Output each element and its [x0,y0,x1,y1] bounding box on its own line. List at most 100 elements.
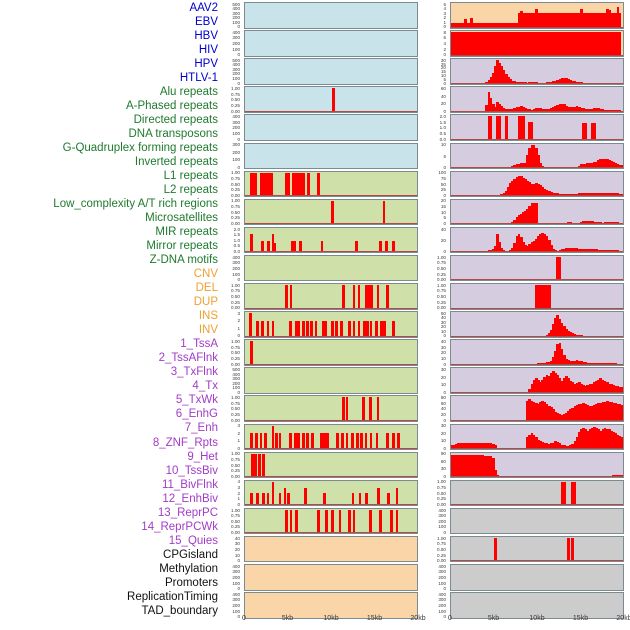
profile-bin [470,455,474,478]
profile-bin [595,381,598,393]
track-bar [382,200,386,225]
right-track-panel[interactable] [450,2,624,29]
profile-bin [545,285,549,309]
left-track-panel[interactable] [244,592,418,619]
right-track-panel[interactable] [450,395,624,422]
track-bar [361,397,365,421]
left-track-panel[interactable] [244,170,418,198]
left-track-panel[interactable] [244,30,418,57]
profile-bin [567,247,570,253]
track-baseline [245,223,417,225]
profile-bin [541,108,545,112]
track-bar [314,320,318,337]
profile-bin [476,22,480,28]
left-track-panel[interactable] [244,507,418,535]
track-bar [267,172,271,197]
right-ytick: 20 [440,430,446,436]
right-track-panel[interactable] [450,507,624,535]
left-track-panel[interactable] [244,198,418,226]
row-label-5-txwk: 5_TxWk [175,394,218,407]
left-track-panel[interactable] [244,535,418,563]
profile-bin [618,164,622,169]
left-ytick: 0.50 [231,406,240,412]
left-track-panel[interactable] [244,58,418,85]
right-track-panel[interactable] [450,170,624,198]
right-ytick: 400 [438,563,446,569]
left-track-panel[interactable] [244,564,418,591]
profile-bin [610,430,613,450]
profile-bin [521,13,525,28]
profile-bin [616,250,620,253]
track-bar [336,433,339,450]
profile-bin [519,116,523,140]
right-track-panel[interactable] [450,451,624,479]
profile-bin [487,32,491,56]
profile-bin [487,116,491,140]
right-track-panel[interactable] [450,86,624,113]
right-track-panel[interactable] [450,283,624,310]
left-track-panel[interactable] [244,479,418,507]
left-track-panel[interactable] [244,2,418,29]
left-track-panel[interactable] [244,311,418,338]
profile-bin [552,192,555,197]
right-ytick: 0 [443,80,446,86]
right-track-panel[interactable] [450,535,624,563]
profile-bin [618,387,622,393]
profile-bin [595,362,598,365]
left-track-panel[interactable] [244,423,418,451]
right-track-panel[interactable] [450,311,624,338]
track-bar [350,433,354,450]
profile-bin [506,108,510,112]
left-track-panel[interactable] [244,86,418,113]
profile-bin [481,455,484,478]
track-bar [348,320,351,337]
profile-bin [526,246,529,253]
track-bar [390,509,394,534]
profile-bin [502,70,506,84]
profile-bin [573,333,577,337]
profile-bin [592,13,596,28]
left-track-panel[interactable] [244,367,418,394]
right-track-panel[interactable] [450,254,624,282]
profile-bin [532,108,536,112]
right-track-panel[interactable] [450,30,624,57]
right-track-panel[interactable] [450,198,624,226]
track-bar [340,320,344,337]
right-track-panel[interactable] [450,564,624,591]
row-label-14-reprpcwk: 14_ReprPCWk [141,520,218,533]
profile-bin [461,32,465,56]
right-track-panel[interactable] [450,226,624,254]
profile-bin [552,248,555,253]
profile-bin [603,13,607,28]
right-track-panel[interactable] [450,367,624,394]
left-track-panel[interactable] [244,254,418,282]
left-track-panel[interactable] [244,283,418,310]
right-track-panel[interactable] [450,479,624,507]
left-ytick: 0 [237,136,240,142]
right-track-panel[interactable] [450,592,624,619]
profile-bin [571,80,575,84]
left-track-panel[interactable] [244,226,418,254]
left-track-panel[interactable] [244,395,418,422]
profile-bin [528,13,532,28]
profile-bin [584,108,588,112]
right-track-panel[interactable] [450,58,624,85]
right-track-panel[interactable] [450,142,624,170]
right-track-panel[interactable] [450,114,624,141]
right-ytick: 30 [440,423,446,429]
left-ytick: 0.00 [231,221,240,226]
right-ytick: 0.25 [437,299,446,305]
right-ytick: 0.0 [439,136,446,142]
track-bar [355,433,359,450]
profile-bin [481,443,484,450]
left-track-panel[interactable] [244,451,418,479]
left-track-panel[interactable] [244,114,418,141]
left-track-panel[interactable] [244,142,418,170]
right-track-panel[interactable] [450,339,624,366]
row-label-replicationtiming: ReplicationTiming [127,590,218,603]
left-ytick: 300 [232,119,240,125]
right-track-panel[interactable] [450,423,624,451]
left-track-panel[interactable] [244,339,418,366]
left-ytick: 0 [237,277,240,283]
right-ytick: 4 [443,41,446,47]
